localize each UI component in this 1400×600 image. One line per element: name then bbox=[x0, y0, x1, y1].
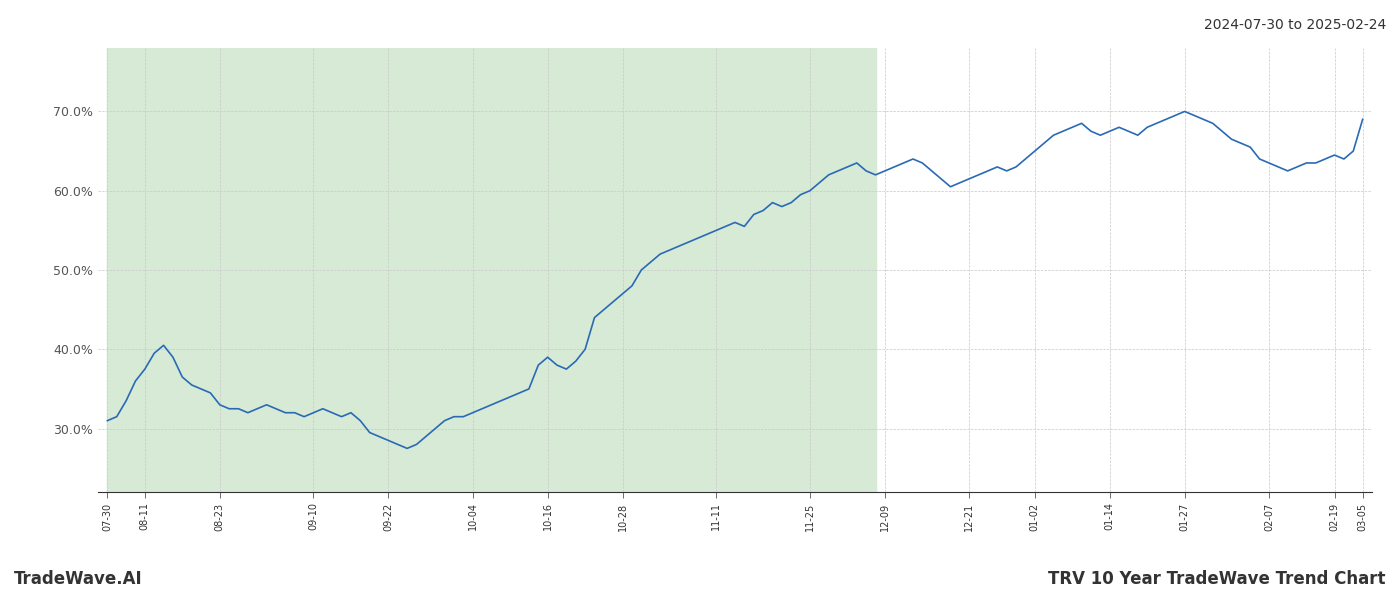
Text: TRV 10 Year TradeWave Trend Chart: TRV 10 Year TradeWave Trend Chart bbox=[1049, 570, 1386, 588]
Text: 2024-07-30 to 2025-02-24: 2024-07-30 to 2025-02-24 bbox=[1204, 18, 1386, 32]
Bar bbox=[108, 48, 875, 492]
Text: TradeWave.AI: TradeWave.AI bbox=[14, 570, 143, 588]
